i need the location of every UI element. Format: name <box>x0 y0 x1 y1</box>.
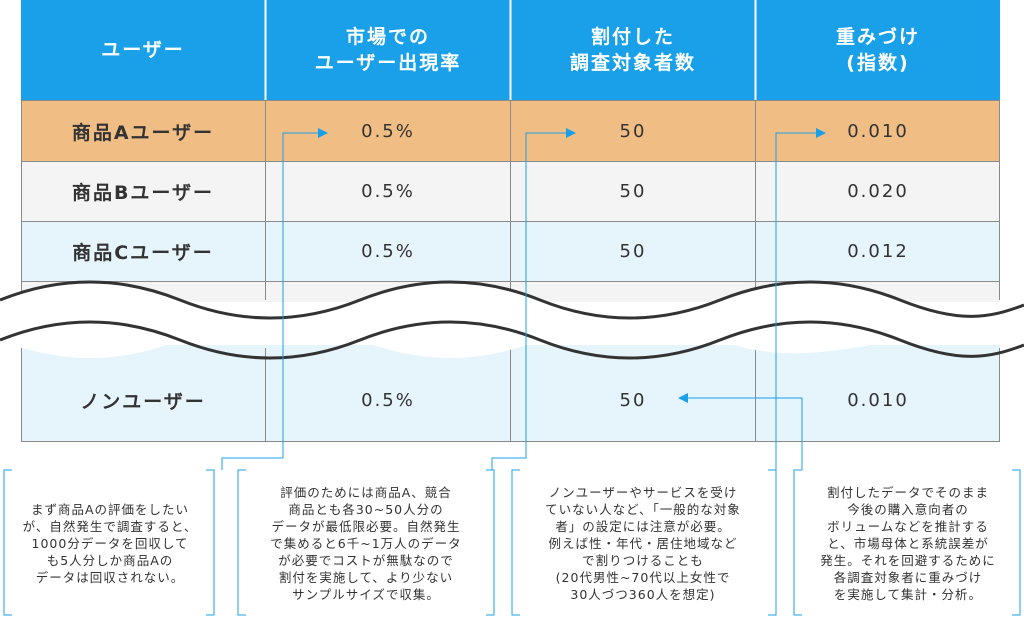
table-grid <box>21 100 1000 442</box>
row-label-non-user: ノンユーザー <box>21 345 265 441</box>
weight-non-user: 0.010 <box>756 345 1000 441</box>
row-label-product-b: 商品Bユーザー <box>21 162 265 221</box>
count-product-a: 50 <box>511 101 755 161</box>
header-separators <box>264 0 757 100</box>
row-label-product-c: 商品Cユーザー <box>21 222 265 281</box>
count-product-c: 50 <box>511 222 755 281</box>
header-weight: 重みづけ (指数) <box>756 0 1000 100</box>
rate-non-user: 0.5% <box>266 345 510 441</box>
arrowheads <box>318 128 826 403</box>
table-break-wave <box>0 280 1024 360</box>
note-natural-occurrence: まず商品Aの評価をしたい が、自然発生で調査すると、 1000分データを回収して… <box>22 501 198 585</box>
rate-product-a: 0.5% <box>266 101 510 161</box>
note-weighting: 割付したデータでそのまま 今後の購入意向者の ボリュームなどを推計する と、市場… <box>820 484 996 602</box>
note-allocation-purpose: 評価のためには商品A、競合 商品とも各30~50人分の データが最低限必要。自然… <box>270 484 462 602</box>
connector-arrows <box>221 132 818 470</box>
header-market-rate: 市場での ユーザー出現率 <box>266 0 510 100</box>
count-product-b: 50 <box>511 162 755 221</box>
rate-product-c: 0.5% <box>266 222 510 281</box>
note-brackets <box>3 469 1021 616</box>
note-non-user-caution: ノンユーザーやサービスを受け ていない人など、「一般的な対象 者」の設定には注意… <box>545 484 741 602</box>
rate-product-b: 0.5% <box>266 162 510 221</box>
weight-product-b: 0.020 <box>756 162 1000 221</box>
row-label-product-a: 商品Aユーザー <box>21 101 265 161</box>
count-non-user: 50 <box>511 345 755 441</box>
weight-product-c: 0.012 <box>756 222 1000 281</box>
header-user: ユーザー <box>21 0 265 100</box>
header-allocated-count: 割付した 調査対象者数 <box>511 0 755 100</box>
weight-product-a: 0.010 <box>756 101 1000 161</box>
